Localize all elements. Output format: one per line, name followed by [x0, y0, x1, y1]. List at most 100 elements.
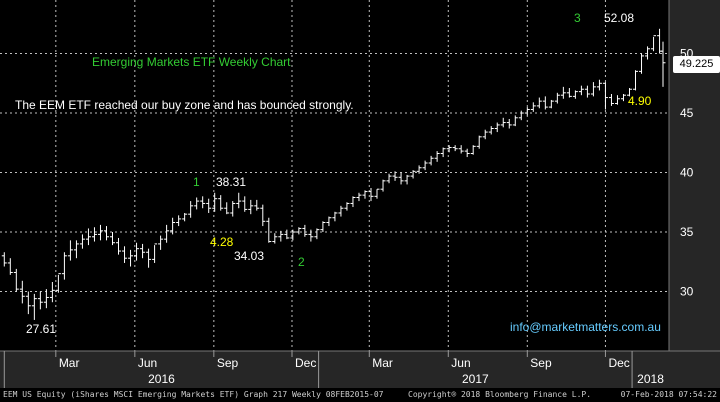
ohlc-bar	[512, 115, 518, 127]
annotation-drop-4-28: 4.28	[210, 235, 234, 249]
x-year-label: 2018	[637, 372, 664, 386]
ohlc-bar	[242, 196, 248, 212]
x-month-label: Dec	[608, 356, 629, 370]
y-tick-label: 30	[680, 285, 694, 299]
x-tick-labels: Mar Jun Sep Dec Mar Jun Sep Dec 2016 2017 2018	[3, 351, 664, 388]
annotation-low-34-03: 34.03	[234, 249, 264, 263]
x-month-label: Dec	[295, 356, 316, 370]
ohlc-bar	[37, 291, 43, 310]
ohlc-bar	[49, 281, 55, 303]
ohlc-bar	[67, 240, 73, 261]
ohlc-bar	[410, 170, 416, 179]
ohlc-bar	[434, 151, 440, 162]
ohlc-bar	[566, 88, 572, 98]
ohlc-bar	[31, 293, 37, 320]
annotation-high-38-31: 38.31	[216, 175, 246, 189]
ohlc-bar	[338, 205, 344, 217]
ohlc-bar	[122, 246, 128, 263]
ohlc-bar	[19, 280, 25, 304]
ohlc-bar	[194, 197, 200, 210]
ohlc-bar	[446, 145, 452, 153]
x-month-label: Mar	[59, 356, 80, 370]
ohlc-bar	[476, 135, 482, 149]
ohlc-bar	[620, 93, 626, 102]
ohlc-bar	[596, 79, 602, 91]
ohlc-bar	[440, 147, 446, 158]
annotation-high-52-08: 52.08	[604, 11, 634, 25]
ohlc-bar	[308, 229, 314, 242]
ohlc-bar	[116, 237, 122, 255]
ohlc-bar	[146, 248, 152, 268]
ohlc-bar	[206, 198, 212, 213]
ohlc-bar	[164, 224, 170, 243]
ohlc-bar	[645, 46, 651, 60]
footer-security: EEM US Equity (iShares MSCI Emerging Mar…	[3, 390, 384, 399]
ohlc-bar	[368, 187, 374, 202]
ohlc-bar	[488, 126, 494, 135]
ohlc-bar	[254, 199, 260, 211]
annotation-drop-4-90: 4.90	[628, 94, 652, 108]
ohlc-bar	[530, 102, 536, 112]
ohlc-bar	[374, 188, 380, 199]
footer-copyright: Copyright® 2018 Bloomberg Finance L.P.	[408, 390, 592, 399]
ohlc-bar	[464, 148, 470, 158]
ohlc-bar	[518, 110, 524, 121]
ohlc-bar	[422, 160, 428, 171]
ohlc-bar	[506, 118, 512, 129]
x-month-label: Sep	[217, 356, 239, 370]
x-month-label: Mar	[372, 356, 393, 370]
ohlc-bar	[416, 165, 422, 174]
ohlc-bar	[212, 192, 218, 212]
ohlc-bar	[332, 211, 338, 222]
ohlc-bar	[633, 70, 639, 91]
ohlc-bar	[470, 145, 476, 155]
ohlc-bar	[500, 117, 506, 128]
ohlc-bar	[344, 202, 350, 211]
ohlc-bar	[608, 93, 614, 106]
ohlc-bar	[578, 85, 584, 96]
ohlc-bar	[660, 41, 666, 87]
ohlc-bar	[25, 291, 31, 315]
ohlc-bar	[536, 97, 542, 109]
ohlc-bar	[97, 224, 103, 241]
ohlc-bar	[296, 227, 302, 235]
ohlc-bar	[284, 229, 290, 240]
ohlc-bar	[13, 268, 19, 292]
x-month-label: Jun	[138, 356, 157, 370]
ohlc-bar	[404, 174, 410, 185]
ohlc-bar	[590, 82, 596, 97]
ohlc-bar	[290, 229, 296, 241]
ohlc-bar	[248, 199, 254, 215]
ohlc-bar	[103, 226, 109, 241]
x-axis-panel	[0, 351, 720, 388]
ohlc-bar	[79, 234, 85, 249]
ohlc-bar	[236, 192, 242, 209]
chart-subtitle: The EEM ETF reached our buy zone and has…	[15, 98, 354, 112]
ohlc-bar	[158, 235, 164, 250]
last-price-tag: 49.225	[673, 56, 720, 73]
watermark-email: info@marketmatters.com.au	[510, 320, 661, 334]
ohlc-bar	[7, 258, 13, 275]
ohlc-bar	[278, 230, 284, 242]
ohlc-bar	[548, 99, 554, 109]
ohlc-bar	[614, 95, 620, 105]
ohlc-bar	[542, 96, 548, 110]
ohlc-bar	[55, 273, 61, 293]
ohlc-bar	[140, 243, 146, 259]
y-tick-label: 40	[680, 166, 694, 180]
ohlc-bar	[110, 232, 116, 246]
ohlc-bar	[224, 202, 230, 215]
annotation-wave-3: 3	[574, 11, 581, 25]
ohlc-bar	[218, 195, 224, 211]
ohlc-bar	[386, 173, 392, 184]
ohlc-bar	[170, 217, 176, 235]
ohlc-bar	[260, 204, 266, 227]
ohlc-bar	[428, 155, 434, 166]
footer-bar: EEM US Equity (iShares MSCI Emerging Mar…	[0, 388, 720, 402]
ohlc-bar	[152, 243, 158, 263]
ohlc-bar	[200, 196, 206, 209]
y-tick-label: 35	[680, 225, 694, 239]
ohlc-bar	[356, 192, 362, 202]
ohlc-bar	[73, 240, 79, 259]
